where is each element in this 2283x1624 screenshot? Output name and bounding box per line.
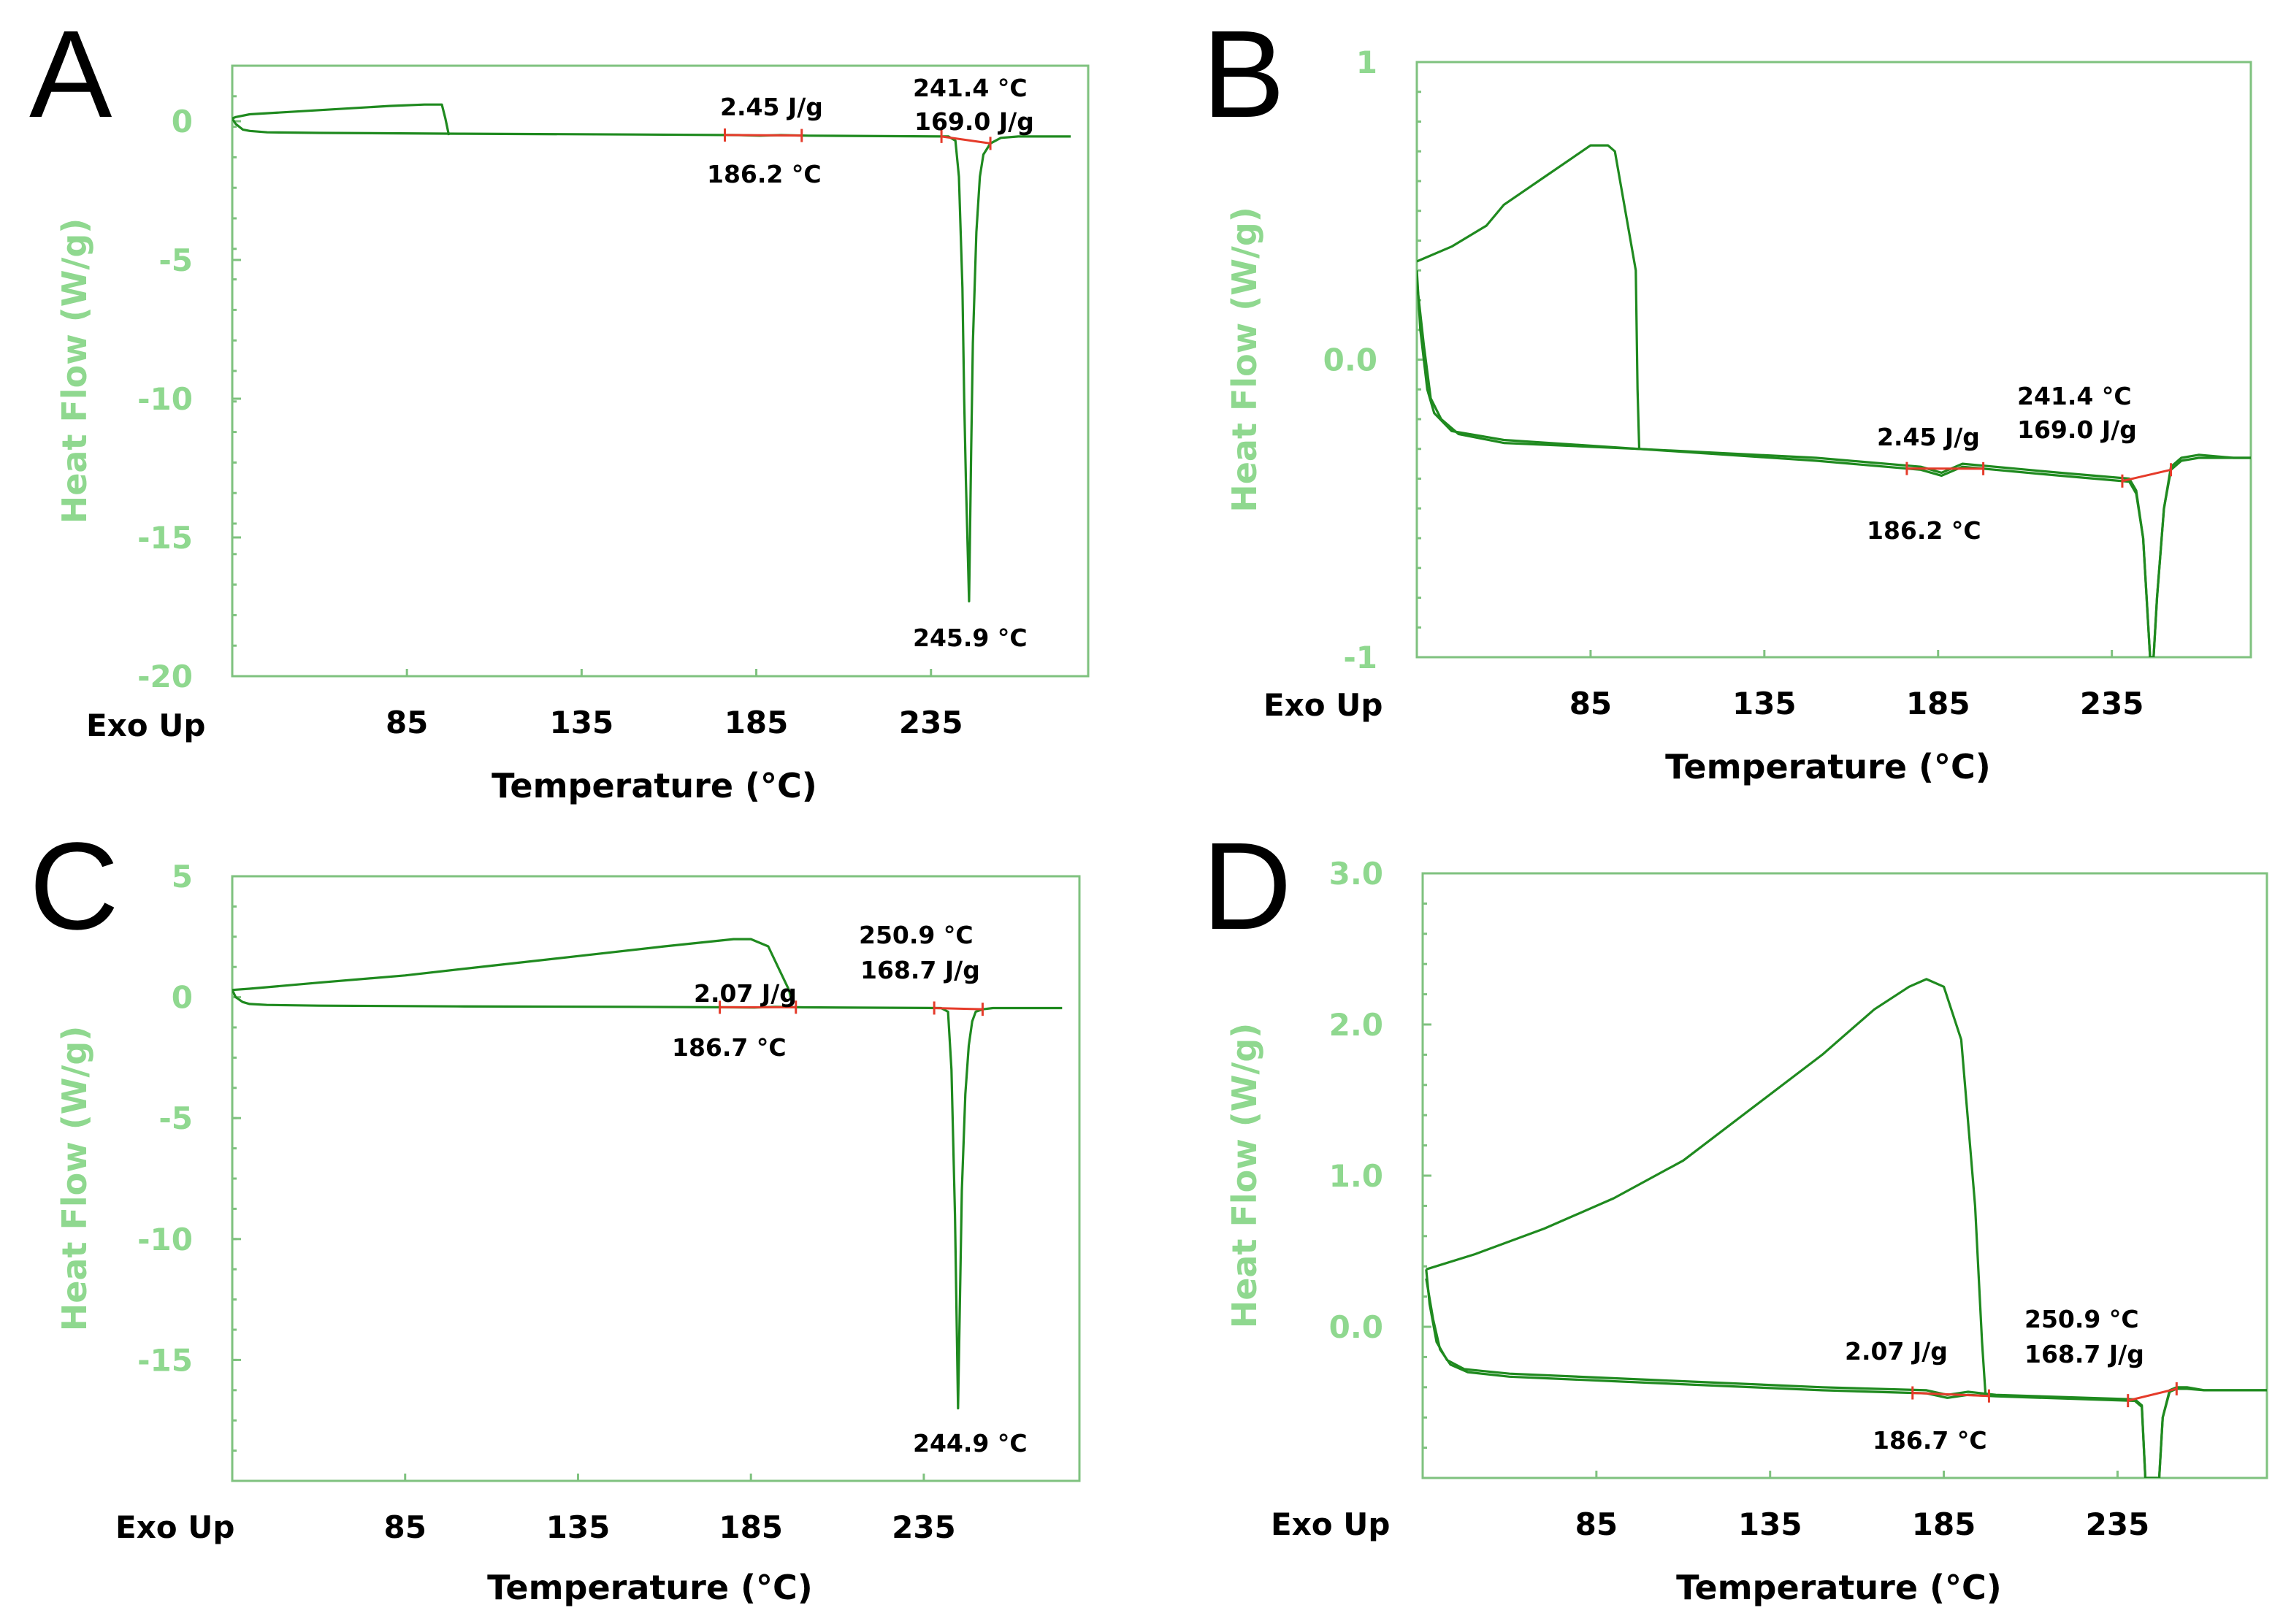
x-tick-label: 135 — [1738, 1506, 1802, 1542]
integration-baseline — [2127, 1387, 2177, 1402]
series-group — [232, 938, 1063, 1410]
x-tick-label: 185 — [724, 705, 789, 740]
x-tick-label: 235 — [2086, 1506, 2150, 1542]
annotation-label: 168.7 J/g — [860, 956, 980, 984]
annotation-label: 186.2 °C — [707, 160, 822, 188]
y-tick-label: 0 — [172, 980, 193, 1016]
annotation-label: 245.9 °C — [913, 624, 1028, 652]
panel-letter-d: D — [1202, 817, 1292, 956]
y-axis-title: Heat Flow (W/g) — [1225, 207, 1264, 513]
plot-frame — [1415, 61, 2252, 659]
annotation-label: 169.0 J/g — [914, 107, 1034, 136]
y-tick-label: -10 — [137, 1222, 193, 1257]
y-tick-label: -10 — [137, 381, 193, 417]
panel-b: B 1 0.0 -1 85 135 185 235 Exo Up Temperature (°C)… — [1202, 5, 2252, 786]
x-tick-label: 85 — [1575, 1506, 1618, 1542]
y-tick-label: 3.0 — [1329, 856, 1383, 892]
integration-baseline — [1912, 1392, 1989, 1398]
series-line-heating — [1417, 144, 1641, 449]
y-tick-label: 1 — [1356, 45, 1377, 80]
annotation-label: 2.07 J/g — [1845, 1337, 1948, 1366]
y-tick-label: -20 — [137, 659, 193, 694]
series-line-cooling-2 — [1417, 282, 2251, 657]
series-line-cooling-1 — [1425, 1269, 2267, 1478]
series-line-heating — [232, 938, 794, 1005]
x-tick-label: 235 — [2080, 686, 2144, 721]
series-group — [232, 103, 1071, 602]
y-tick-label: -5 — [158, 242, 193, 278]
x-tick-label: 135 — [550, 705, 614, 740]
y-axis-title: Heat Flow (W/g) — [1225, 1023, 1264, 1329]
x-axis-title: Temperature (°C) — [1676, 1568, 2002, 1607]
panel-letter-a: A — [29, 5, 112, 144]
plot-frame — [231, 64, 1090, 678]
x-tick-label: 235 — [892, 1509, 956, 1545]
x-tick-label: 85 — [386, 705, 428, 740]
x-axis-title: Temperature (°C) — [1665, 747, 1991, 786]
series-line-heating — [232, 103, 451, 136]
y-axis-title: Heat Flow (W/g) — [55, 218, 94, 524]
annotation-label: 244.9 °C — [913, 1429, 1028, 1458]
annotation-label: 2.45 J/g — [1877, 423, 1980, 451]
annotation-label: 250.9 °C — [2024, 1305, 2139, 1333]
panel-letter-c: C — [29, 817, 119, 956]
x-tick-label: 135 — [546, 1509, 611, 1545]
integration-baseline — [941, 135, 991, 145]
x-tick-label: 185 — [719, 1509, 783, 1545]
annotation-label: 250.9 °C — [859, 921, 974, 949]
y-tick-label: 0 — [172, 104, 193, 139]
x-tick-label: 135 — [1732, 686, 1797, 721]
series-line-cooling-1 — [1417, 270, 2251, 657]
series-group — [1417, 144, 2251, 657]
annotation-label: 186.7 °C — [672, 1033, 787, 1062]
y-tick-label: -15 — [137, 520, 193, 556]
exo-up-label: Exo Up — [1271, 1506, 1390, 1542]
panel-a: A 0 -5 -10 -15 -20 85 135 185 235 Exo Up Temperatur… — [29, 5, 1090, 805]
annotation-label: 169.0 J/g — [2017, 415, 2137, 444]
annotation-label: 186.2 °C — [1867, 516, 1981, 545]
y-tick-label: 0.0 — [1323, 342, 1377, 378]
panel-letter-b: B — [1202, 5, 1285, 144]
integration-baseline — [724, 134, 802, 137]
y-tick-label: -5 — [158, 1100, 193, 1136]
series-line-cooling-2 — [1425, 1278, 2267, 1478]
y-tick-label: -1 — [1343, 640, 1377, 675]
annotation-label: 186.7 °C — [1873, 1426, 1987, 1455]
x-tick-label: 185 — [1906, 686, 1970, 721]
annotation-label: 2.45 J/g — [720, 93, 823, 121]
panel-c: C 5 0 -5 -10 -15 85 135 185 235 Exo Up Temperature … — [29, 817, 1081, 1607]
integration-baseline — [934, 1006, 983, 1011]
annotation-label: 168.7 J/g — [2024, 1340, 2144, 1368]
series-line-baseline — [232, 118, 1071, 602]
exo-up-label: Exo Up — [115, 1509, 234, 1545]
y-tick-label: 2.0 — [1329, 1007, 1383, 1043]
x-tick-label: 85 — [384, 1509, 427, 1545]
y-tick-label: 5 — [172, 859, 193, 895]
x-tick-label: 235 — [899, 705, 963, 740]
annotation-label: 2.07 J/g — [694, 979, 797, 1008]
series-line-baseline — [232, 989, 1063, 1410]
annotation-label: 241.4 °C — [2017, 382, 2132, 410]
y-tick-label: 1.0 — [1329, 1158, 1383, 1194]
annotation-label: 241.4 °C — [913, 74, 1028, 102]
integration-baseline — [2122, 468, 2171, 483]
series-line-heating — [1426, 978, 1987, 1395]
x-tick-label: 85 — [1569, 686, 1612, 721]
y-axis-title: Heat Flow (W/g) — [55, 1026, 94, 1332]
panel-d: D 3.0 2.0 1.0 0.0 85 135 185 235 Exo Up Temperatur… — [1202, 817, 2268, 1607]
x-axis-title: Temperature (°C) — [492, 766, 817, 805]
exo-up-label: Exo Up — [1263, 687, 1383, 723]
x-tick-label: 185 — [1912, 1506, 1976, 1542]
x-axis-title: Temperature (°C) — [487, 1568, 813, 1607]
exo-up-label: Exo Up — [86, 708, 205, 743]
y-tick-label: 0.0 — [1329, 1309, 1383, 1345]
y-tick-label: -15 — [137, 1342, 193, 1378]
series-group — [1425, 978, 2267, 1478]
